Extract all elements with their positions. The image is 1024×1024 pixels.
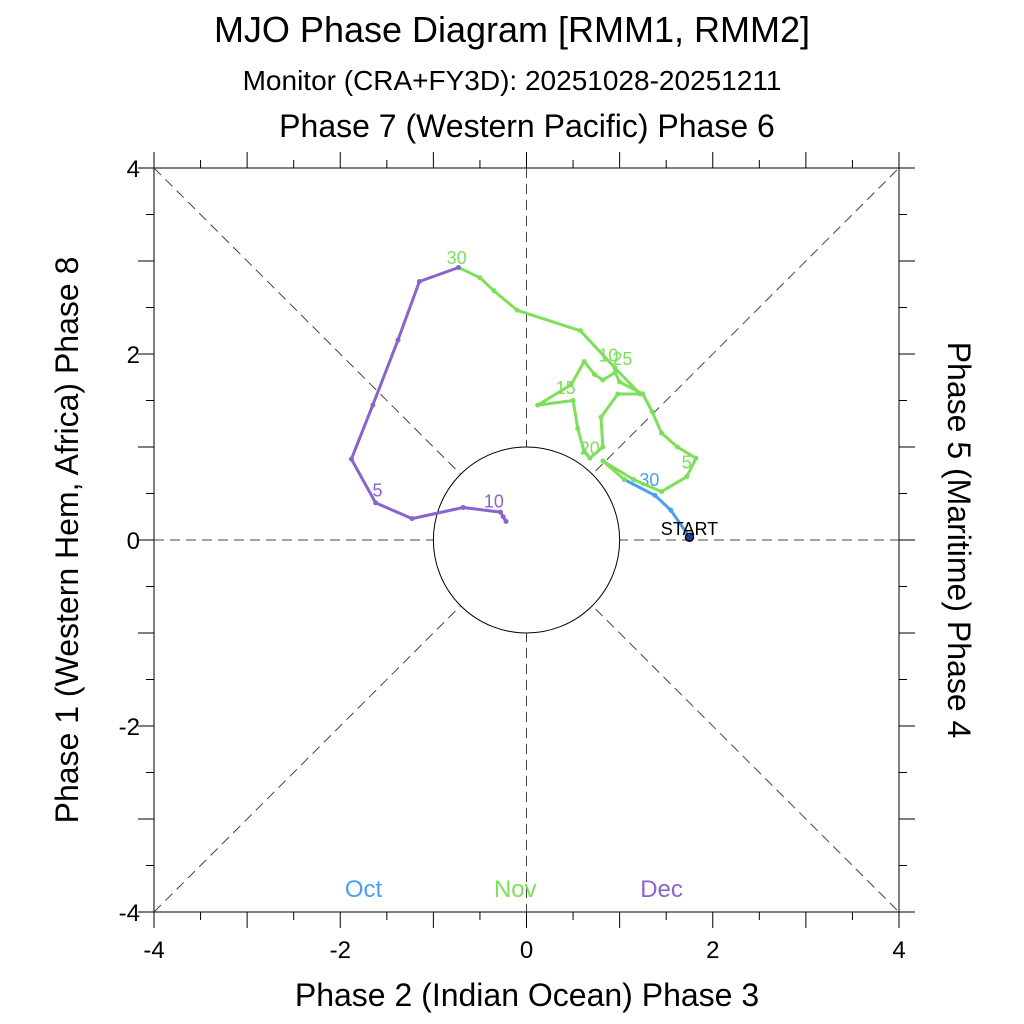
- day-label: 10: [598, 345, 618, 365]
- legend-item-nov: Nov: [494, 876, 537, 903]
- data-point: [591, 371, 597, 377]
- data-point: [659, 489, 665, 495]
- data-point: [693, 455, 699, 461]
- x-tick-label: 2: [706, 937, 719, 964]
- y-tick-label: 2: [127, 342, 140, 369]
- start-label: START: [661, 519, 718, 539]
- data-point: [497, 509, 503, 515]
- data-point: [535, 402, 541, 408]
- data-point: [621, 477, 627, 483]
- legend: Oct Nov Dec: [345, 876, 683, 903]
- data-point: [578, 328, 584, 334]
- data-point: [600, 444, 606, 450]
- data-point: [587, 455, 593, 461]
- data-point: [500, 514, 506, 520]
- data-point: [581, 449, 587, 455]
- day-label: 20: [580, 438, 600, 458]
- data-point: [674, 444, 680, 450]
- x-tick-label: -2: [330, 937, 351, 964]
- data-point: [568, 382, 574, 388]
- data-point: [612, 370, 618, 376]
- data-point: [612, 365, 618, 371]
- data-point: [598, 414, 604, 420]
- day-label: 10: [484, 491, 504, 511]
- data-point: [416, 278, 422, 284]
- data-point: [652, 492, 658, 498]
- data-point: [600, 377, 606, 383]
- data-point: [477, 275, 483, 281]
- data-point: [503, 518, 509, 524]
- data-point: [570, 398, 576, 403]
- phase-label-bottom: Phase 2 (Indian Ocean) Phase 3: [295, 977, 759, 1013]
- data-point: [395, 337, 401, 343]
- phase-guides: [153, 167, 900, 913]
- data-point: [668, 507, 674, 513]
- legend-item-oct: Oct: [345, 876, 383, 903]
- data-point: [659, 430, 665, 436]
- data-point: [600, 458, 606, 464]
- day-label: 5: [682, 452, 692, 472]
- data-point: [348, 456, 354, 462]
- day-label: 5: [372, 480, 382, 500]
- data-point: [615, 391, 621, 397]
- y-tick-label: 0: [127, 528, 140, 555]
- data-point: [370, 402, 376, 408]
- data-point: [460, 504, 466, 510]
- x-tick-label: -4: [143, 937, 164, 964]
- y-tick-label: 4: [127, 156, 140, 183]
- start-marker: [684, 532, 695, 542]
- data-point: [575, 425, 581, 431]
- day-label: 25: [612, 349, 632, 369]
- data-point: [637, 391, 643, 397]
- phase-label-top: Phase 7 (Western Pacific) Phase 6: [279, 108, 775, 144]
- data-point: [514, 307, 520, 313]
- data-point: [581, 358, 587, 364]
- data-point: [684, 474, 690, 480]
- chart-subtitle: Monitor (CRA+FY3D): 20251028-20251211: [243, 65, 782, 96]
- data-point: [456, 265, 462, 271]
- data-point: [409, 516, 415, 522]
- data-point: [617, 379, 623, 385]
- data-point: [373, 500, 379, 506]
- y-tick-label: -2: [119, 714, 140, 741]
- data-point: [491, 288, 497, 294]
- unit-circle: [432, 446, 621, 634]
- day-label: 15: [556, 378, 576, 398]
- y-tick-label: -4: [119, 900, 140, 927]
- x-tick-label: 0: [520, 937, 533, 964]
- series-line-oct: [622, 478, 691, 539]
- phase-label-left: Phase 1 (Western Hem, Africa) Phase 8: [49, 257, 85, 824]
- chart-title: MJO Phase Diagram [RMM1, RMM2]: [214, 9, 810, 50]
- data-point: [649, 409, 655, 415]
- data-point: [631, 477, 637, 483]
- x-tick-label: 4: [892, 937, 905, 964]
- legend-item-dec: Dec: [640, 876, 683, 903]
- phase-label-right: Phase 5 (Maritime) Phase 4: [941, 342, 977, 739]
- day-label: 30: [447, 248, 467, 268]
